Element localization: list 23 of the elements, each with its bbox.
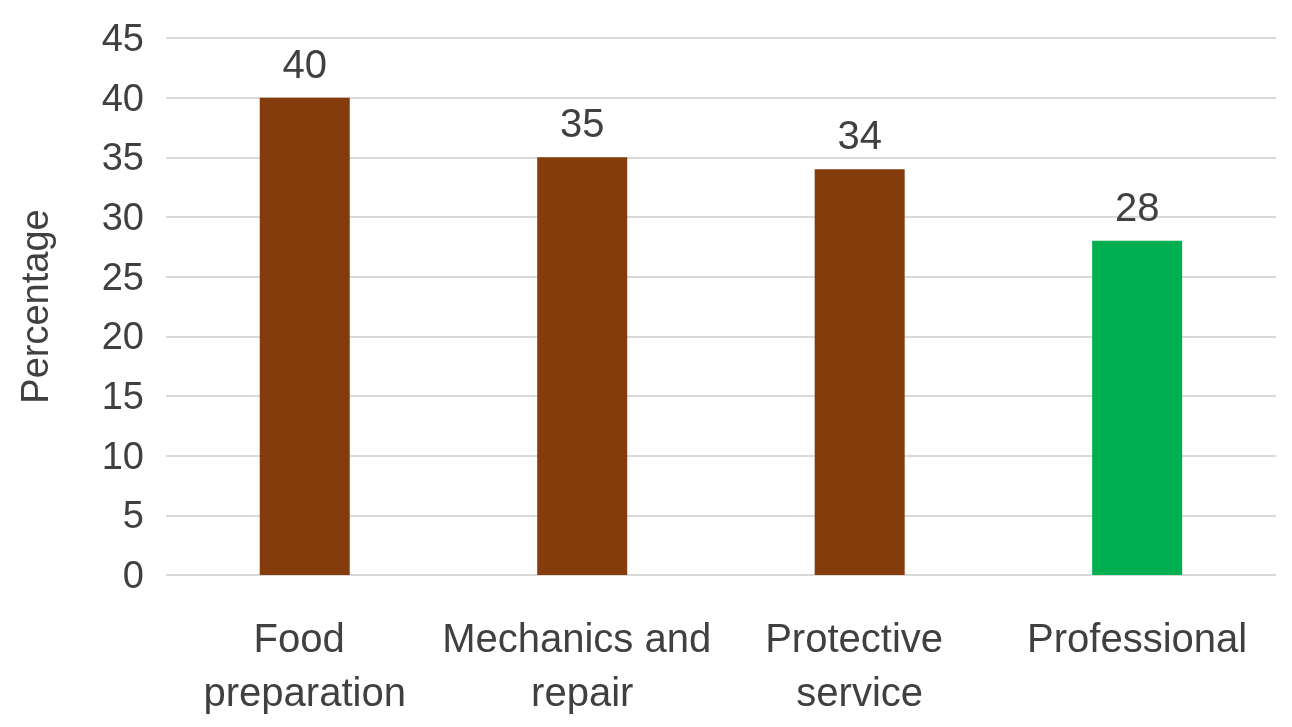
y-axis-title: Percentage (14, 209, 56, 404)
x-tick-label: Protective service (765, 616, 955, 714)
bar (537, 157, 628, 575)
y-tick-label: 45 (101, 17, 144, 59)
data-label: 40 (282, 41, 327, 86)
data-label: 35 (559, 101, 605, 146)
y-tick-label: 15 (101, 375, 144, 417)
x-tick-label: Mechanics and repair (442, 616, 723, 714)
data-label: 28 (1114, 184, 1160, 229)
y-tick-label: 25 (101, 255, 144, 298)
y-tick-label: 20 (101, 315, 144, 358)
y-tick-label: 40 (101, 76, 144, 119)
y-tick-label: 5 (122, 494, 144, 537)
y-tick-label: 30 (101, 196, 144, 238)
bar (1092, 240, 1183, 575)
y-tick-label: 35 (101, 136, 144, 179)
x-tick-label: Professional (1027, 616, 1248, 660)
bar (814, 169, 905, 575)
y-tick-label: 10 (101, 434, 144, 477)
y-tick-label: 0 (122, 554, 144, 596)
data-label: 34 (837, 113, 882, 158)
x-tick-label: Food preparation (203, 616, 406, 714)
bar (259, 97, 350, 575)
